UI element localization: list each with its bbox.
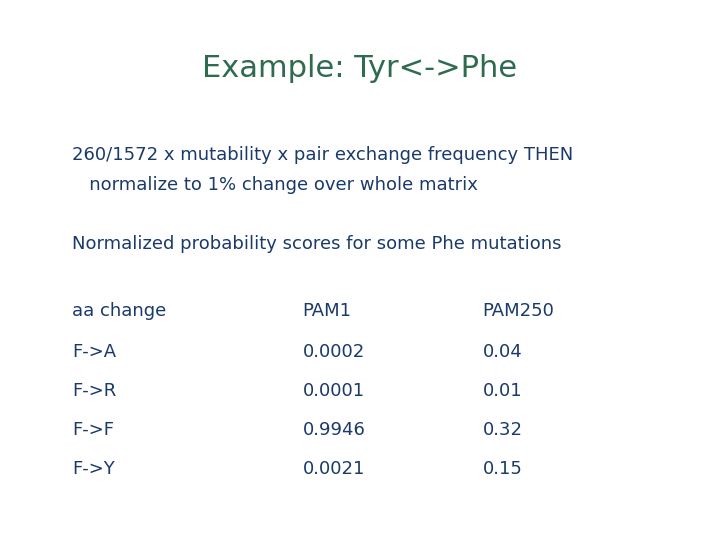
Text: 0.15: 0.15 — [482, 460, 522, 477]
Text: PAM1: PAM1 — [302, 302, 351, 320]
Text: 0.01: 0.01 — [482, 382, 522, 400]
Text: F->A: F->A — [72, 343, 116, 361]
Text: aa change: aa change — [72, 302, 166, 320]
Text: 260/1572 x mutability x pair exchange frequency THEN: 260/1572 x mutability x pair exchange fr… — [72, 146, 573, 164]
Text: 0.9946: 0.9946 — [302, 421, 365, 438]
Text: 0.04: 0.04 — [482, 343, 522, 361]
Text: Normalized probability scores for some Phe mutations: Normalized probability scores for some P… — [72, 235, 562, 253]
Text: F->Y: F->Y — [72, 460, 114, 477]
Text: normalize to 1% change over whole matrix: normalize to 1% change over whole matrix — [72, 176, 478, 193]
Text: PAM250: PAM250 — [482, 302, 554, 320]
Text: Example: Tyr<->Phe: Example: Tyr<->Phe — [202, 54, 518, 83]
Text: F->R: F->R — [72, 382, 116, 400]
Text: 0.0002: 0.0002 — [302, 343, 364, 361]
Text: 0.32: 0.32 — [482, 421, 523, 438]
Text: 0.0021: 0.0021 — [302, 460, 365, 477]
Text: 0.0001: 0.0001 — [302, 382, 364, 400]
Text: F->F: F->F — [72, 421, 114, 438]
